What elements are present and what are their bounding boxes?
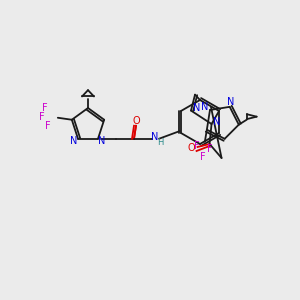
Text: F: F (39, 112, 45, 122)
Text: N: N (201, 102, 209, 112)
Text: F: F (207, 144, 213, 154)
Text: H: H (157, 138, 163, 147)
Text: O: O (132, 116, 140, 126)
Text: F: F (42, 103, 48, 113)
Text: N: N (227, 97, 234, 107)
Text: F: F (45, 121, 51, 131)
Text: F: F (200, 152, 206, 162)
Text: N: N (70, 136, 78, 146)
Text: N: N (151, 132, 159, 142)
Text: N: N (193, 103, 201, 112)
Text: N: N (98, 136, 106, 146)
Text: O: O (188, 143, 195, 153)
Text: F: F (194, 141, 200, 151)
Text: N: N (213, 117, 220, 127)
